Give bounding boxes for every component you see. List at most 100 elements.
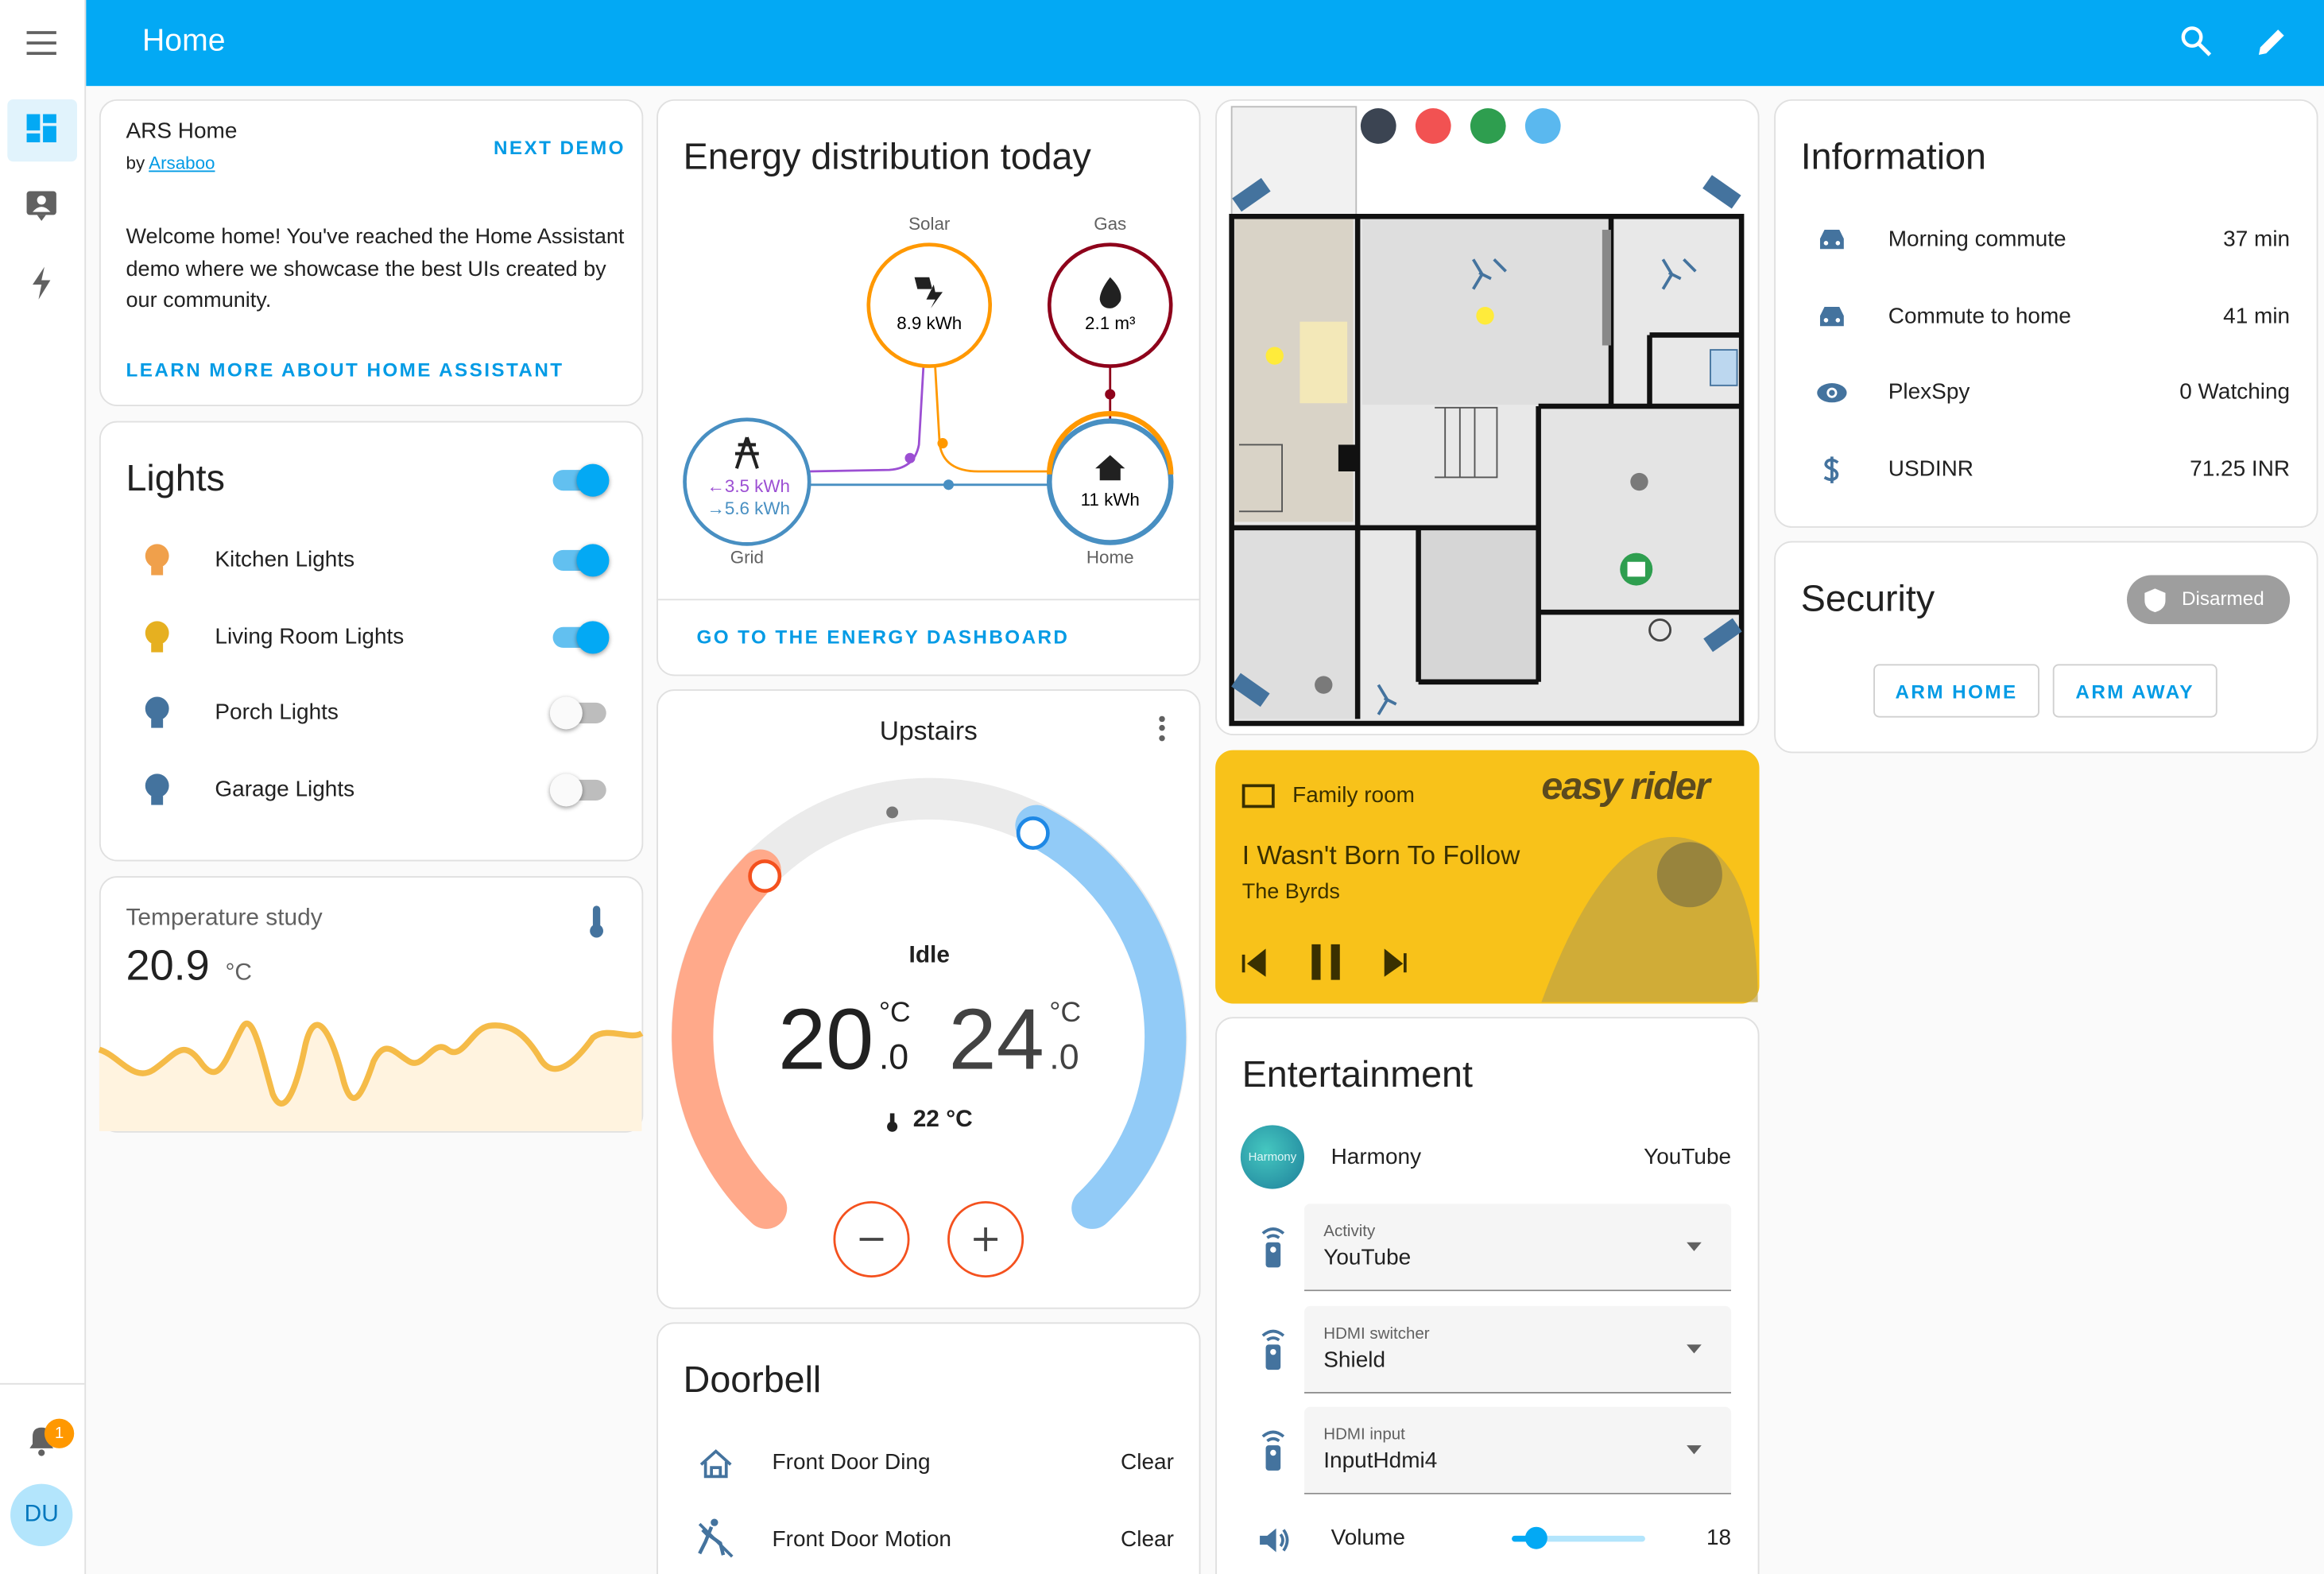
author-link[interactable]: Arsaboo [149,153,215,174]
select-value: Shield [1323,1347,1386,1373]
info-value: 71.25 INR [2190,456,2291,482]
harmony-icon: Harmony [1240,1125,1305,1189]
sidebar-divider [0,1382,85,1385]
thermostat-state: Idle [908,943,950,968]
energy-title: Energy distribution today [683,136,1091,178]
album-art-text: easy rider [1541,763,1710,808]
select-value: YouTube [1323,1245,1412,1271]
info-name: Morning commute [1888,227,2066,253]
thermostat-badge[interactable]: 23 °C [1451,580,1508,634]
arm-away-button[interactable]: ARM AWAY [2052,664,2217,718]
info-name: PlexSpy [1888,379,1970,405]
demo-card [99,99,644,406]
lights-master-toggle[interactable] [550,463,610,498]
info-icon [1819,306,1844,326]
bulb-icon [145,696,169,728]
light-toggle[interactable] [550,543,610,579]
media-track: I Wasn't Born To Follow [1241,840,1520,870]
select-label: HDMI input [1323,1426,1405,1445]
low-unit: °C [878,998,911,1029]
volume-fill [1512,1535,1536,1542]
dropdown-arrow [1687,1343,1702,1353]
energy-dashboard-link[interactable]: GO TO THE ENERGY DASHBOARD [696,625,1070,648]
sensor-state: Clear [1121,1449,1174,1475]
volume-icon [1260,1528,1289,1553]
user-avatar[interactable]: DU [10,1483,73,1546]
next-demo-button[interactable]: NEXT DEMO [493,136,626,159]
sensor-state: Clear [1121,1526,1174,1552]
temperature-unit: °C [225,960,252,987]
volume-track [1512,1535,1645,1542]
by-text: by [126,153,145,174]
menu-button[interactable] [24,25,60,61]
temperature-title: Temperature study [126,905,323,932]
device-name: Harmony [1330,1144,1422,1170]
demo-by: by Arsaboo [126,153,215,173]
light-toggle[interactable] [550,619,610,655]
demo-title: ARS Home [126,118,238,144]
dropdown-arrow [1687,1242,1702,1251]
info-name: Commute to home [1888,303,2071,329]
high-fraction: .0 [1049,1037,1079,1078]
energy-divider [657,599,1201,601]
nav-overview[interactable] [7,99,77,162]
thermostat-title: Upstairs [879,715,978,746]
light-name: Porch Lights [215,700,339,725]
thermostat-card [657,689,1201,1309]
info-value: 37 min [2223,227,2291,253]
overview-icon [26,114,56,143]
thermostat-badge[interactable]: 21 °C [1459,355,1513,406]
remote-icon [1261,1329,1285,1370]
shield-icon [2144,588,2166,613]
volume-value: 18 [1706,1525,1732,1551]
security-title: Security [1800,578,1935,620]
learn-more-link[interactable]: LEARN MORE ABOUT HOME ASSISTANT [126,359,564,382]
nav-map[interactable] [25,188,61,224]
search-button[interactable] [2179,24,2214,60]
light-name: Kitchen Lights [215,547,355,572]
select-field[interactable] [1304,1305,1732,1394]
info-icon [1823,456,1839,483]
select-value: InputHdmi4 [1323,1448,1438,1475]
select-label: Activity [1323,1223,1376,1241]
doorbell-card [657,1322,1201,1574]
notification-badge: 1 [44,1418,75,1448]
bulb-icon [145,544,169,576]
demo-text: Welcome home! You've reached the Home As… [126,225,625,313]
low-setpoint: 20 [778,991,874,1088]
remote-icon [1261,1227,1285,1268]
high-unit: °C [1049,998,1082,1029]
sensor-name: Front Door Motion [772,1526,951,1552]
select-label: HDMI switcher [1323,1324,1430,1343]
current-temperature: 22 °C [912,1107,973,1133]
light-toggle[interactable] [549,696,610,731]
volume-label: Volume [1330,1525,1405,1551]
temperature-value: 20.9 [126,943,210,991]
info-icon [1819,230,1844,250]
sidebar [0,0,87,1574]
bulb-icon [145,773,169,804]
doorbell-title: Doorbell [683,1359,822,1401]
select-field[interactable] [1304,1407,1732,1495]
lights-title: Lights [126,458,225,500]
information-card [1774,99,2318,528]
media-artist: The Byrds [1241,880,1340,905]
info-value: 41 min [2223,303,2291,329]
light-name: Garage Lights [215,776,355,801]
info-icon [1817,383,1847,403]
nav-energy[interactable] [28,266,57,301]
info-name: USDINR [1888,456,1974,482]
security-card [1774,541,2318,754]
select-field[interactable] [1304,1204,1732,1292]
energy-card [657,99,1201,677]
arm-home-button[interactable]: ARM HOME [1873,664,2039,718]
low-fraction: .0 [878,1037,909,1078]
remote-icon [1261,1431,1285,1471]
light-toggle[interactable] [549,772,610,808]
page-title: Home [142,23,226,58]
volume-knob[interactable] [1525,1526,1548,1549]
edit-button[interactable] [2254,24,2290,60]
sensor-name: Front Door Ding [772,1449,931,1475]
